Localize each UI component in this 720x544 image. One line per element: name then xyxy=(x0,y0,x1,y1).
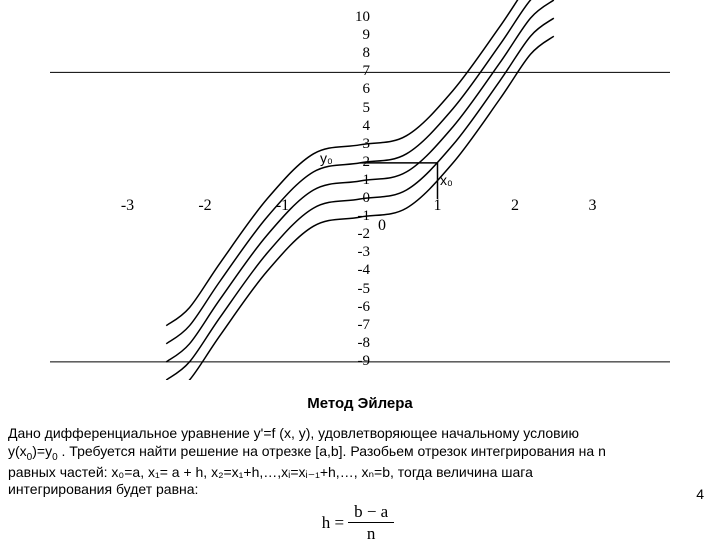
x-tick-label: 3 xyxy=(589,197,597,215)
y-tick-label: 9 xyxy=(350,27,370,44)
y-tick-label: -6 xyxy=(350,299,370,316)
y-tick-label: 5 xyxy=(350,100,370,117)
body-line3a: равных частей: x xyxy=(8,464,118,480)
body-line1: Дано дифференциальное уравнение y'=f (x,… xyxy=(8,425,579,441)
body-text: Дано дифференциальное уравнение y'=f (x,… xyxy=(8,425,708,544)
x-tick-label: 0 xyxy=(378,217,386,235)
body-line4: интегрирования будет равна: xyxy=(8,481,198,497)
y-tick-label: -4 xyxy=(350,262,370,279)
y-tick-label: -9 xyxy=(350,353,370,370)
y-tick-label: 0 xyxy=(350,190,370,207)
x-tick-label: -2 xyxy=(198,197,211,215)
formula-numerator: b − a xyxy=(348,501,394,523)
y-tick-label: -2 xyxy=(350,226,370,243)
x-tick-label: -1 xyxy=(276,197,289,215)
body-line2a: y(x xyxy=(8,443,27,459)
euler-chart: -3-2-10123 109876543210-1-2-3-4-5-6-7-8-… xyxy=(50,0,670,380)
body-line2c: . Требуется найти решение на отрезке [a,… xyxy=(58,443,606,459)
y-tick-label: -5 xyxy=(350,281,370,298)
body-line3b: ₀=a, x₁= a + h, x₂=x₁+h,…,xᵢ=xᵢ₋₁+h,…, x… xyxy=(118,464,532,480)
x-tick-label: 1 xyxy=(434,197,442,215)
y-tick-label: 6 xyxy=(350,81,370,98)
x-tick-label: 2 xyxy=(511,197,519,215)
y-tick-label: 10 xyxy=(350,9,370,26)
y-tick-label: 1 xyxy=(350,172,370,189)
y-tick-label: -8 xyxy=(350,335,370,352)
y-tick-label: 8 xyxy=(350,45,370,62)
formula-lhs: h = xyxy=(322,512,344,533)
y-tick-label: 7 xyxy=(350,63,370,80)
formula-denominator: n xyxy=(348,523,394,544)
x-tick-label: -3 xyxy=(121,197,134,215)
step-formula: h = b − a n xyxy=(8,501,708,544)
y-tick-label: -1 xyxy=(350,208,370,225)
y0-label: y₀ xyxy=(320,150,333,166)
page-number: 4 xyxy=(696,486,704,502)
y-tick-label: 4 xyxy=(350,118,370,135)
x0-label: x₀ xyxy=(440,172,453,188)
y-tick-label: -7 xyxy=(350,317,370,334)
y-tick-label: 2 xyxy=(350,154,370,171)
section-title: Метод Эйлера xyxy=(0,395,720,412)
y-tick-label: 3 xyxy=(350,136,370,153)
body-line2b: )=y xyxy=(32,443,52,459)
y-tick-label: -3 xyxy=(350,244,370,261)
